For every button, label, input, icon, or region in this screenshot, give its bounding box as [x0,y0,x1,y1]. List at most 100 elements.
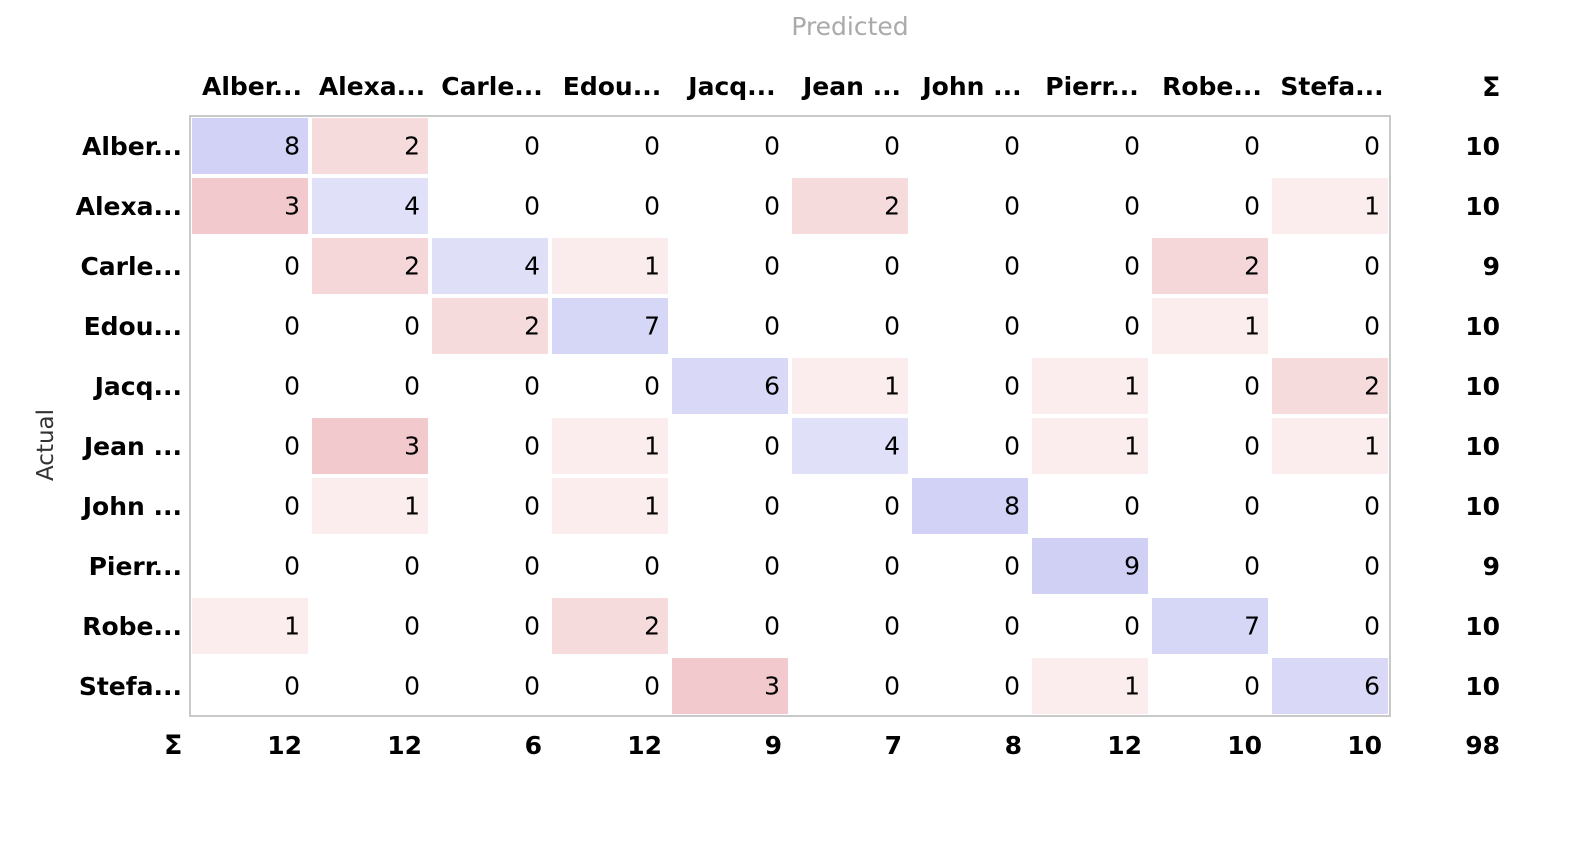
row-total: 10 [1465,192,1500,221]
row-header: Alexa... [75,192,182,221]
cell-value: 0 [1124,311,1140,341]
matrix-cell: 1 [552,418,668,474]
cell-value: 0 [764,611,780,641]
row-header: John ... [82,492,182,521]
matrix-cell: 0 [1152,658,1268,714]
row-total: 10 [1465,672,1500,701]
cell-value: 0 [1364,551,1380,581]
cell-value: 0 [284,371,300,401]
cell-value: 0 [884,131,900,161]
column-total: 8 [1004,731,1022,760]
matrix-cell: 0 [672,478,788,534]
matrix-cell: 0 [1032,238,1148,294]
matrix-cell: 8 [192,118,308,174]
column-total: 10 [1347,731,1382,760]
matrix-cell: 6 [672,358,788,414]
matrix-cell: 0 [1032,298,1148,354]
matrix-cell: 0 [432,538,548,594]
cell-value: 0 [1004,611,1020,641]
matrix-cell: 0 [1152,538,1268,594]
cell-value: 0 [764,491,780,521]
matrix-cell: 0 [792,298,908,354]
cell-value: 4 [404,191,420,221]
matrix-cell: 0 [912,658,1028,714]
cell-value: 0 [1124,491,1140,521]
matrix-cell: 0 [432,178,548,234]
row-header: Jacq... [94,372,182,401]
matrix-cell: 0 [672,538,788,594]
cell-value: 0 [884,671,900,701]
matrix-cell: 0 [552,178,668,234]
row-sum-symbol: Σ [1482,72,1501,103]
cell-value: 0 [1244,371,1260,401]
cell-value: 2 [1364,371,1380,401]
matrix-cell: 3 [192,178,308,234]
matrix-cell: 0 [1272,538,1388,594]
matrix-cell: 0 [1152,418,1268,474]
matrix-cell: 0 [192,658,308,714]
cell-value: 0 [1244,431,1260,461]
matrix-cell: 0 [1032,118,1148,174]
cell-value: 1 [284,611,300,641]
matrix-cell: 0 [792,538,908,594]
matrix-cell: 9 [1032,538,1148,594]
column-total: 12 [627,731,662,760]
cell-value: 0 [1004,671,1020,701]
matrix-cell: 0 [432,478,548,534]
cell-value: 0 [1364,251,1380,281]
row-header: Stefa... [78,672,182,701]
cell-value: 7 [1244,611,1260,641]
matrix-cell: 2 [312,118,428,174]
matrix-cell: 0 [432,118,548,174]
column-sum-symbol: Σ [164,730,183,761]
matrix-cell: 7 [1152,598,1268,654]
cell-value: 0 [404,371,420,401]
cell-value: 0 [404,311,420,341]
matrix-cell: 0 [312,538,428,594]
cell-value: 0 [524,611,540,641]
cell-value: 8 [1004,491,1020,521]
cell-value: 0 [764,251,780,281]
matrix-frame [189,115,1391,717]
cell-value: 0 [284,431,300,461]
matrix-cell: 0 [912,538,1028,594]
matrix-cell: 0 [1032,598,1148,654]
matrix-cell: 0 [1272,118,1388,174]
matrix-cell: 4 [792,418,908,474]
row-total: 9 [1482,552,1500,581]
matrix-cell: 0 [312,658,428,714]
matrix-cell: 0 [912,358,1028,414]
cell-value: 1 [1244,311,1260,341]
cell-value: 0 [1364,311,1380,341]
matrix-cell: 2 [312,238,428,294]
cell-value: 1 [1124,431,1140,461]
matrix-cell: 0 [1272,478,1388,534]
cell-value: 0 [404,611,420,641]
cell-value: 1 [644,431,660,461]
cell-value: 0 [1244,191,1260,221]
cell-value: 0 [884,311,900,341]
column-header: Robe... [1162,72,1262,101]
matrix-cell: 0 [192,538,308,594]
matrix-cell: 1 [1272,418,1388,474]
cell-value: 2 [404,131,420,161]
cell-value: 0 [764,131,780,161]
cell-value: 0 [644,371,660,401]
cell-value: 0 [524,431,540,461]
cell-value: 7 [644,311,660,341]
row-total: 9 [1482,252,1500,281]
column-header: Edou... [562,72,662,101]
column-header: John ... [922,72,1022,101]
cell-value: 0 [644,131,660,161]
column-total: 10 [1227,731,1262,760]
cell-value: 0 [524,131,540,161]
cell-value: 2 [404,251,420,281]
matrix-cell: 0 [1152,478,1268,534]
matrix-cell: 0 [1152,118,1268,174]
cell-value: 3 [764,671,780,701]
column-header: Jacq... [688,72,776,101]
cell-value: 0 [644,671,660,701]
cell-value: 0 [1004,191,1020,221]
matrix-cell: 0 [1272,598,1388,654]
matrix-cell: 1 [192,598,308,654]
